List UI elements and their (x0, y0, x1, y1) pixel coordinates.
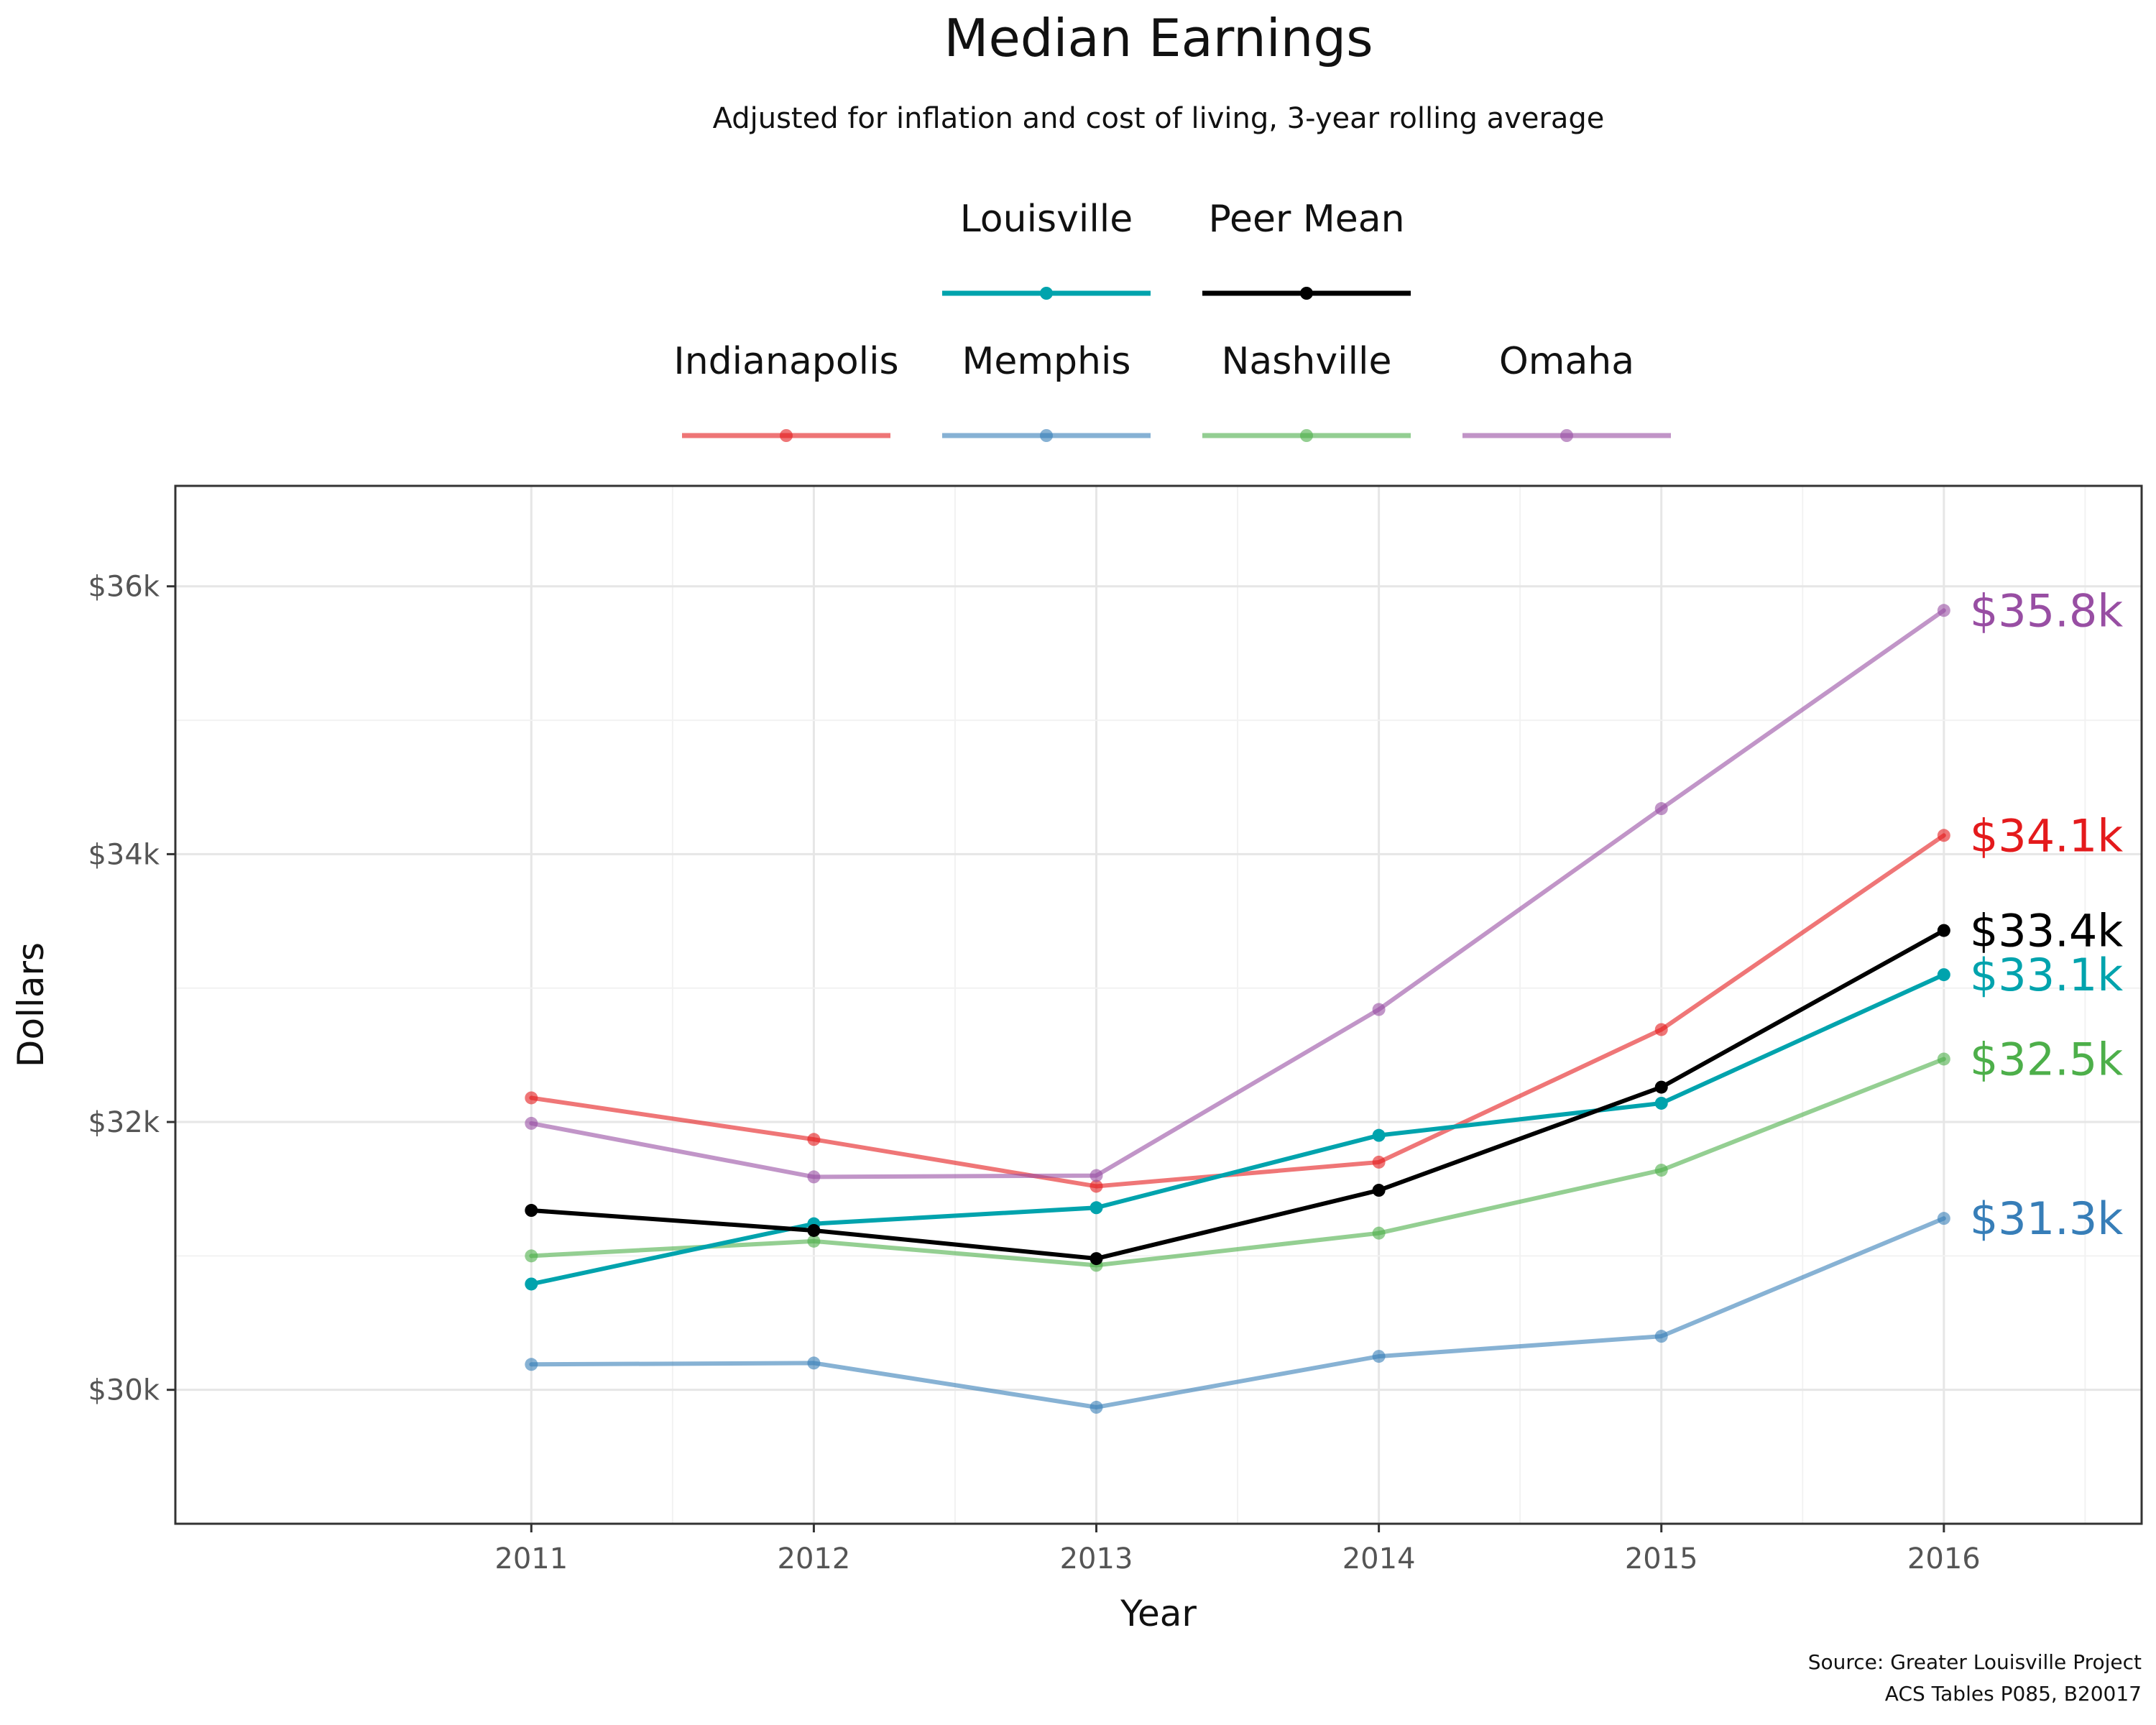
data-point-louisville-2011 (525, 1277, 538, 1291)
data-point-nashville-2012 (807, 1234, 821, 1248)
x-tick-label-2016: 2016 (1907, 1542, 1981, 1576)
data-point-peer-mean-2016 (1937, 924, 1950, 937)
data-point-peer-mean-2011 (525, 1204, 538, 1218)
data-point-indianapolis-2015 (1654, 1023, 1668, 1036)
series-line-indianapolis (529, 833, 1946, 1189)
source-line-2: ACS Tables P085, B20017 (1885, 1682, 2142, 1706)
legend-key-point-peer-mean (1300, 287, 1313, 300)
data-point-omaha-2014 (1372, 1003, 1386, 1016)
x-tick-label-2014: 2014 (1342, 1542, 1416, 1576)
legend-key-point-omaha (1560, 429, 1573, 442)
data-point-peer-mean-2014 (1372, 1184, 1386, 1197)
end-label-peer-mean: $33.4k (1970, 905, 2123, 957)
data-point-memphis-2011 (525, 1358, 538, 1371)
legend-label-peer-mean: Peer Mean (1208, 198, 1404, 241)
series-lines (529, 608, 1946, 1409)
data-point-louisville-2014 (1372, 1128, 1386, 1142)
y-tick-label-30k: $30k (88, 1374, 160, 1407)
data-point-omaha-2016 (1937, 604, 1950, 617)
y-tick-label-34k: $34k (88, 838, 160, 871)
data-point-memphis-2014 (1372, 1350, 1386, 1363)
data-point-omaha-2012 (807, 1170, 821, 1184)
y-tick-label-36k: $36k (88, 571, 160, 604)
y-tick-label-32k: $32k (88, 1106, 160, 1139)
plot-area (174, 484, 2143, 1525)
data-point-peer-mean-2012 (807, 1223, 821, 1237)
y-axis: $30k $32k $34k $36k (88, 571, 175, 1407)
data-point-memphis-2016 (1937, 1212, 1950, 1225)
data-point-indianapolis-2013 (1089, 1179, 1103, 1193)
data-point-indianapolis-2016 (1937, 829, 1950, 842)
data-point-nashville-2015 (1654, 1164, 1668, 1177)
legend: Louisville Peer Mean Indianapolis Memphis Na… (673, 198, 1671, 442)
data-point-indianapolis-2014 (1372, 1155, 1386, 1169)
legend-key-point-memphis (1040, 429, 1053, 442)
data-point-memphis-2012 (807, 1356, 821, 1370)
legend-key-point-nashville (1300, 429, 1313, 442)
y-axis-title: Dollars (10, 942, 52, 1067)
legend-label-memphis: Memphis (962, 340, 1130, 383)
x-tick-label-2012: 2012 (778, 1542, 851, 1576)
data-point-peer-mean-2015 (1654, 1080, 1668, 1094)
gridlines (175, 486, 2142, 1524)
series-line-louisville (529, 972, 1946, 1287)
data-point-indianapolis-2011 (525, 1091, 538, 1105)
x-axis: 2011 2012 2013 2014 2015 2016 (494, 1524, 1981, 1576)
data-point-louisville-2013 (1089, 1201, 1103, 1215)
end-label-nashville: $32.5k (1970, 1033, 2123, 1085)
data-point-nashville-2014 (1372, 1226, 1386, 1240)
data-point-indianapolis-2012 (807, 1133, 821, 1146)
x-axis-title: Year (1120, 1593, 1197, 1634)
legend-key-point-indianapolis (780, 429, 793, 442)
end-label-omaha: $35.8k (1970, 584, 2123, 637)
series-line-peer-mean (529, 928, 1946, 1261)
data-point-omaha-2011 (525, 1116, 538, 1130)
x-tick-label-2015: 2015 (1625, 1542, 1698, 1576)
series-line-omaha (529, 608, 1946, 1179)
data-point-peer-mean-2013 (1089, 1252, 1103, 1266)
end-label-louisville: $33.1k (1970, 949, 2123, 1001)
chart-title: Median Earnings (944, 8, 1373, 68)
legend-label-omaha: Omaha (1499, 340, 1634, 383)
legend-label-indianapolis: Indianapolis (673, 340, 898, 383)
data-point-omaha-2013 (1089, 1169, 1103, 1182)
legend-label-louisville: Louisville (960, 198, 1133, 241)
data-point-omaha-2015 (1654, 802, 1668, 816)
series-line-nashville (529, 1057, 1946, 1268)
data-point-memphis-2013 (1089, 1400, 1103, 1414)
data-point-louisville-2016 (1937, 968, 1950, 982)
end-labels: $34.1k $31.3k $32.5k $35.8k $33.1k$33.4k (1970, 584, 2123, 1245)
data-point-nashville-2011 (525, 1249, 538, 1263)
end-label-memphis: $31.3k (1970, 1192, 2123, 1245)
series-line-memphis (529, 1216, 1946, 1409)
data-point-memphis-2015 (1654, 1330, 1668, 1343)
data-point-nashville-2016 (1937, 1052, 1950, 1066)
x-tick-label-2013: 2013 (1060, 1542, 1133, 1576)
legend-label-nashville: Nashville (1222, 340, 1392, 383)
data-point-louisville-2015 (1654, 1096, 1668, 1110)
x-tick-label-2011: 2011 (494, 1542, 568, 1576)
plot-border (174, 484, 2143, 1525)
source-line-1: Source: Greater Louisville Project (1808, 1650, 2142, 1674)
end-label-indianapolis: $34.1k (1970, 809, 2123, 862)
chart-subtitle: Adjusted for inflation and cost of livin… (713, 102, 1605, 135)
legend-key-point-louisville (1040, 287, 1053, 300)
series-points (525, 604, 1950, 1414)
plot-panel (175, 486, 2142, 1524)
